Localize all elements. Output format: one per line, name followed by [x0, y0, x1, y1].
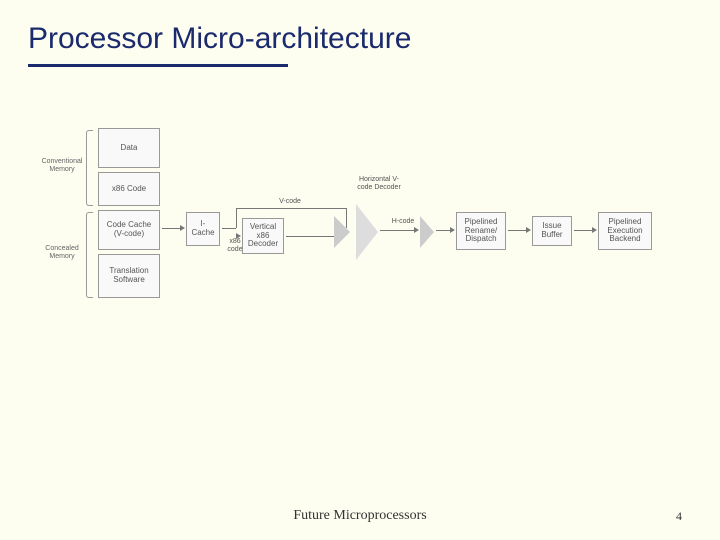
box-x86code: x86 Code — [98, 172, 160, 206]
label-hvdec: Horizontal V-code Decoder — [354, 176, 404, 191]
box-rename: Pipelined Rename/ Dispatch — [456, 212, 506, 250]
box-issue: Issue Buffer — [532, 216, 572, 246]
slide-title: Processor Micro-architecture — [28, 22, 411, 56]
title-underline — [28, 64, 288, 67]
arrowhead-issue — [526, 227, 531, 233]
brace-conventional — [86, 130, 93, 206]
label-hcode: H-code — [386, 218, 420, 226]
brace-concealed — [86, 212, 93, 298]
arrow-mem-icache — [162, 228, 180, 229]
line-icache-out — [222, 228, 236, 229]
line-to-backend — [574, 230, 592, 231]
page-number: 4 — [676, 509, 682, 524]
line-x86dec-out — [286, 236, 334, 237]
arrowhead-backend — [592, 227, 597, 233]
line-to-rename — [436, 230, 450, 231]
box-translation: Translation Software — [98, 254, 160, 298]
mux-hcode — [420, 216, 434, 248]
concealed-memory-label: Concealed Memory — [38, 245, 86, 260]
vline-up — [236, 208, 237, 228]
conventional-memory-label: Conventional Memory — [38, 158, 86, 173]
arrowhead-mem-icache — [180, 225, 185, 231]
line-hcode — [380, 230, 414, 231]
line-vcode-top — [236, 208, 346, 209]
box-backend: Pipelined Execution Backend — [598, 212, 652, 250]
footer-text: Future Microprocessors — [0, 508, 720, 524]
label-vcode: V-code — [270, 198, 310, 206]
box-codecache: Code Cache (V-code) — [98, 210, 160, 250]
box-data: Data — [98, 128, 160, 168]
box-x86decoder: Vertical x86 Decoder — [242, 218, 284, 254]
mux-vcode — [334, 216, 350, 248]
arrowhead-rename — [450, 227, 455, 233]
line-to-issue — [508, 230, 526, 231]
arrowhead-to-x86dec — [236, 233, 241, 239]
architecture-diagram: Conventional Memory Concealed Memory Dat… — [40, 120, 680, 420]
arrowhead-hcode — [414, 227, 419, 233]
hv-decoder-outline — [356, 204, 378, 260]
box-icache: I- Cache — [186, 212, 220, 246]
